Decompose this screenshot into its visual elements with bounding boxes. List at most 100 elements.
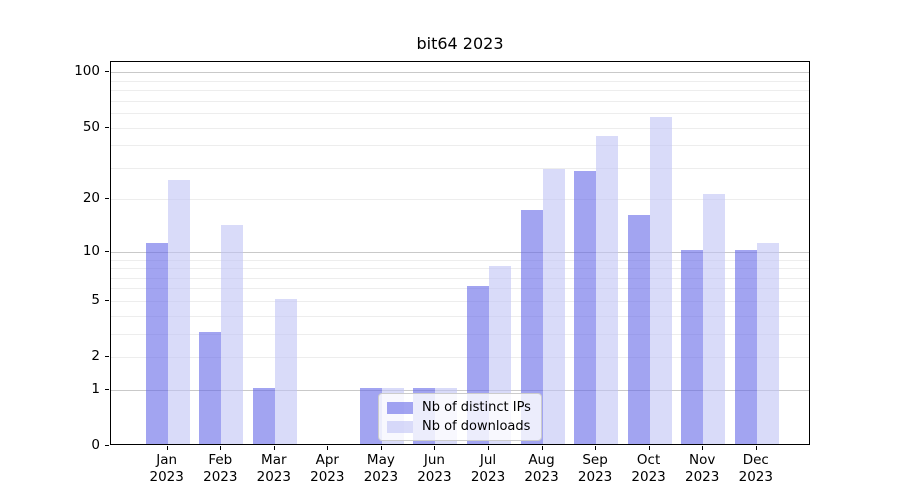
- plot-area: [110, 61, 810, 445]
- x-tick-year-apr: 2023: [310, 469, 345, 485]
- x-tick-year-mar: 2023: [256, 469, 291, 485]
- gridline-minor-5: [111, 300, 809, 302]
- x-tick-label-sep: Sep 2023: [563, 452, 627, 486]
- y-tick-mark-2: [105, 356, 109, 357]
- x-tick-mark-feb: [220, 446, 222, 450]
- y-tick-label-100: 100: [74, 63, 100, 80]
- y-tick-mark-10: [105, 250, 109, 252]
- gridline-minor-60: [111, 113, 809, 114]
- x-tick-year-jan: 2023: [149, 469, 184, 485]
- x-tick-label-apr: Apr 2023: [295, 452, 359, 486]
- y-tick-mark-20: [105, 198, 109, 200]
- gridline-minor-90: [111, 80, 809, 82]
- x-tick-label-nov: Nov 2023: [670, 452, 734, 486]
- bar-downloads-jan: [167, 180, 190, 444]
- x-tick-month-jun: Jun: [423, 452, 445, 468]
- x-tick-label-may: May 2023: [349, 452, 413, 486]
- x-tick-label-mar: Mar 2023: [242, 452, 306, 486]
- x-tick-label-oct: Oct 2023: [617, 452, 681, 486]
- x-tick-month-may: May: [366, 452, 395, 468]
- x-tick-month-jan: Jan: [156, 452, 178, 468]
- y-tick-mark-100: [105, 71, 109, 73]
- gridline-major-100: [111, 72, 809, 74]
- gridline-major-1: [111, 389, 809, 391]
- bar-distinct-ips-may: [359, 387, 382, 444]
- x-tick-mark-jun: [434, 446, 436, 450]
- x-tick-label-jan: Jan 2023: [135, 452, 199, 486]
- bar-downloads-aug: [542, 168, 565, 444]
- x-tick-month-sep: Sep: [582, 452, 608, 468]
- gridline-minor-40: [111, 145, 809, 147]
- legend-item-downloads: Nb of downloads: [387, 419, 531, 434]
- legend-swatch-distinct-ips: [387, 401, 413, 414]
- legend-item-distinct-ips: Nb of distinct IPs: [387, 400, 531, 415]
- x-tick-year-aug: 2023: [524, 469, 559, 485]
- chart-title: bit64 2023: [416, 34, 504, 53]
- x-tick-mark-mar: [273, 446, 275, 450]
- x-tick-mark-oct: [648, 446, 650, 450]
- gridline-major-10: [111, 251, 809, 253]
- bar-distinct-ips-oct: [627, 214, 650, 444]
- gridline-minor-20: [111, 199, 809, 201]
- gridline-minor-70: [111, 100, 809, 102]
- bar-downloads-mar: [274, 298, 297, 444]
- legend: Nb of distinct IPs Nb of downloads: [378, 393, 542, 441]
- gridline-minor-2: [111, 357, 809, 358]
- gridline-minor-7: [111, 277, 809, 279]
- x-tick-label-feb: Feb 2023: [188, 452, 252, 486]
- gridline-minor-50: [111, 127, 809, 129]
- y-tick-label-50: 50: [82, 118, 100, 135]
- x-tick-year-oct: 2023: [631, 469, 666, 485]
- x-tick-label-jun: Jun 2023: [402, 452, 466, 486]
- x-tick-mark-sep: [595, 446, 597, 450]
- x-tick-mark-jan: [166, 446, 168, 450]
- y-tick-label-0: 0: [91, 437, 100, 453]
- bar-downloads-feb: [221, 224, 244, 444]
- x-tick-year-jun: 2023: [417, 469, 452, 485]
- y-tick-mark-1: [105, 388, 109, 390]
- x-tick-year-sep: 2023: [577, 469, 613, 485]
- x-tick-mark-apr: [327, 446, 329, 450]
- gridline-minor-30: [111, 167, 809, 169]
- y-tick-label-1: 1: [91, 380, 100, 397]
- bar-distinct-ips-sep: [574, 171, 597, 444]
- x-tick-month-mar: Mar: [261, 452, 287, 468]
- x-tick-month-oct: Oct: [636, 452, 661, 468]
- bar-distinct-ips-mar: [252, 387, 275, 444]
- bar-distinct-ips-dec: [734, 249, 757, 444]
- x-tick-mark-may: [380, 446, 382, 450]
- x-tick-year-jul: 2023: [470, 469, 506, 485]
- gridline-minor-80: [111, 90, 809, 92]
- x-tick-label-dec: Dec 2023: [724, 452, 788, 486]
- y-tick-label-20: 20: [82, 190, 100, 207]
- y-tick-mark-50: [105, 126, 109, 128]
- x-tick-label-aug: Aug 2023: [510, 452, 574, 486]
- x-tick-label-jul: Jul 2023: [456, 452, 520, 486]
- y-tick-label-5: 5: [91, 291, 100, 308]
- x-tick-mark-dec: [755, 446, 757, 450]
- x-tick-year-dec: 2023: [738, 469, 773, 485]
- bar-distinct-ips-nov: [681, 249, 704, 444]
- x-tick-month-apr: Apr: [315, 452, 339, 468]
- bar-distinct-ips-aug: [520, 209, 543, 444]
- bar-downloads-nov: [703, 193, 726, 444]
- legend-label-downloads: Nb of downloads: [422, 419, 531, 434]
- legend-swatch-downloads: [387, 420, 413, 433]
- x-tick-mark-nov: [702, 446, 704, 450]
- bar-downloads-sep: [596, 135, 619, 444]
- legend-label-distinct-ips: Nb of distinct IPs: [422, 400, 531, 415]
- x-tick-mark-jul: [488, 446, 489, 450]
- x-tick-year-nov: 2023: [685, 469, 720, 485]
- x-tick-year-may: 2023: [363, 469, 399, 485]
- x-tick-year-feb: 2023: [203, 469, 238, 485]
- gridline-minor-3: [111, 333, 809, 335]
- y-tick-label-2: 2: [91, 348, 100, 364]
- gridline-minor-8: [111, 268, 809, 269]
- x-tick-month-dec: Dec: [742, 452, 769, 468]
- y-tick-mark-5: [105, 299, 109, 301]
- gridline-minor-4: [111, 315, 809, 317]
- x-tick-month-jul: Jul: [479, 452, 497, 468]
- bar-downloads-oct: [649, 116, 672, 444]
- gridline-minor-9: [111, 259, 809, 261]
